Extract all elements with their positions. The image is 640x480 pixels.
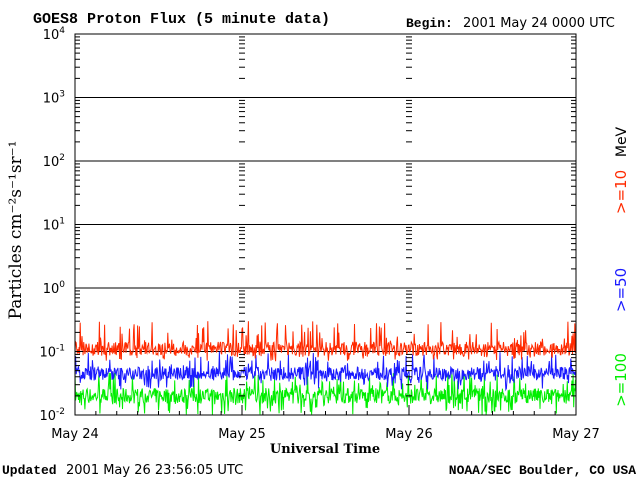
legend: MeV >=10 >=50 >=100 (612, 126, 630, 406)
series-line (74, 371, 577, 415)
y-tick-label: 100 (43, 280, 66, 297)
y-tick-label: 103 (43, 90, 65, 107)
credit: NOAA/SEC Boulder, CO USA (449, 463, 636, 478)
gridlines (75, 97, 576, 352)
x-tick-label: May 24 (51, 427, 99, 442)
series-layer (74, 321, 577, 415)
y-tick-label: 101 (43, 217, 65, 234)
legend-unit: MeV (614, 126, 630, 157)
plot-frame (74, 33, 577, 416)
legend-entry: >=100 (612, 353, 630, 407)
begin-label: Begin: (406, 16, 453, 31)
y-tick-label: 10-2 (39, 407, 65, 424)
legend-entry: >=10 (612, 170, 630, 214)
begin-value: 2001 May 24 0000 UTC (463, 16, 615, 31)
x-axis-label: Universal Time (270, 442, 380, 457)
y-axis-label: Particles cm⁻²s⁻¹sr⁻¹ (6, 141, 26, 320)
y-tick-label: 104 (43, 26, 66, 43)
x-tick-label: May 25 (218, 427, 266, 442)
x-tick-labels: May 24 May 25 May 26 May 27 (51, 427, 600, 442)
chart-title: GOES8 Proton Flux (5 minute data) (33, 11, 330, 28)
legend-entry: >=50 (612, 268, 630, 312)
series-line (74, 321, 577, 362)
x-tick-label: May 27 (552, 427, 600, 442)
y-tick-labels: 10-2 10-1 100 101 102 103 104 (39, 26, 65, 424)
x-tick-label: May 26 (385, 427, 433, 442)
updated-label: Updated (2, 463, 57, 478)
axis-ticks (74, 36, 577, 416)
y-tick-label: 10-1 (39, 344, 65, 361)
y-tick-label: 102 (43, 153, 65, 170)
series-line (74, 351, 577, 392)
updated-value: 2001 May 26 23:56:05 UTC (66, 463, 243, 478)
